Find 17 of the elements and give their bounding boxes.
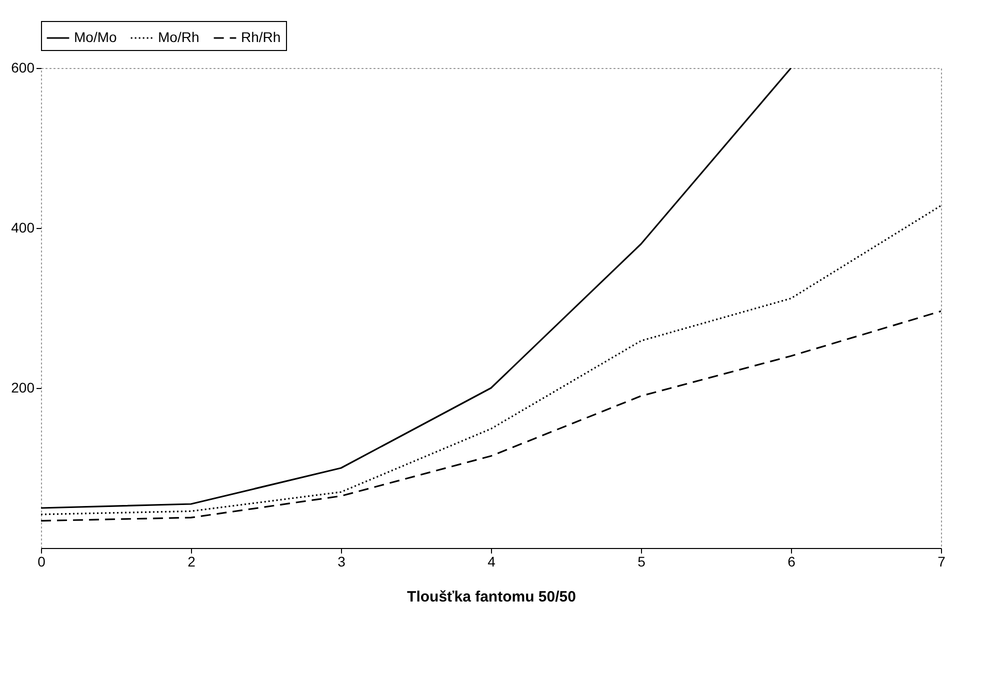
x-tick-label: 3 <box>338 554 346 570</box>
x-tick-label: 7 <box>938 554 946 570</box>
x-axis-title: Tloušťka fantomu 50/50 <box>407 588 576 606</box>
legend-label: Mo/Mo <box>74 29 117 45</box>
x-tick-label: 6 <box>788 554 796 570</box>
y-tick-label: 600 <box>11 60 35 76</box>
line-series <box>41 310 941 522</box>
legend-label: Rh/Rh <box>241 29 281 45</box>
legend-label: Mo/Rh <box>158 29 200 45</box>
x-tick-label: 4 <box>488 554 496 570</box>
y-tick-label: 400 <box>11 220 35 236</box>
x-tick-label: 2 <box>188 554 196 570</box>
y-tick-label: 200 <box>11 380 35 396</box>
x-tick-label: 5 <box>638 554 646 570</box>
line-series <box>41 204 941 516</box>
x-tick-label: 0 <box>38 554 46 570</box>
line-series <box>41 68 792 509</box>
